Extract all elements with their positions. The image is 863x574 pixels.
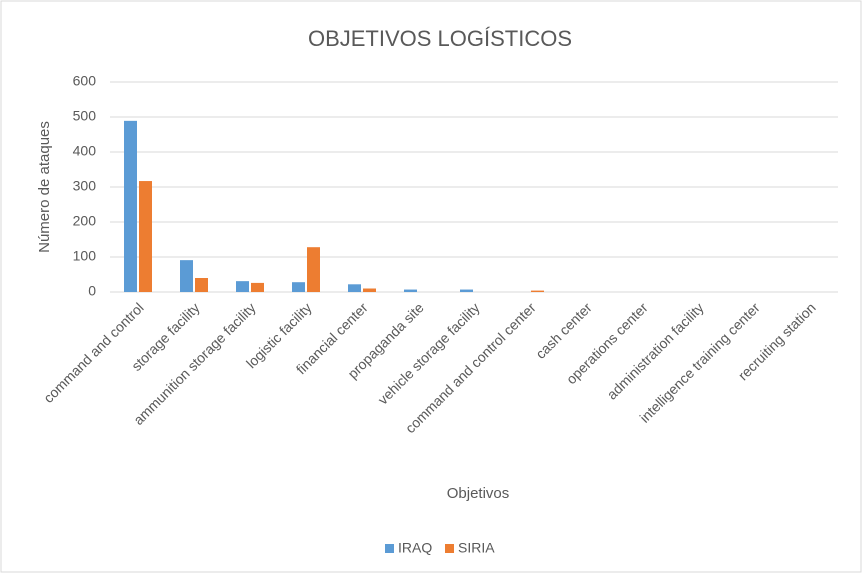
bar bbox=[404, 289, 417, 292]
bar bbox=[251, 282, 264, 292]
bar bbox=[292, 282, 305, 292]
bar bbox=[307, 247, 320, 292]
bar bbox=[531, 290, 544, 292]
y-tick-label: 0 bbox=[88, 283, 96, 299]
y-tick-label: 300 bbox=[73, 178, 97, 194]
legend-swatch bbox=[445, 544, 454, 553]
y-axis-title: Número de ataques bbox=[36, 121, 53, 253]
bar bbox=[348, 284, 361, 292]
bar bbox=[195, 278, 208, 292]
legend-swatch bbox=[385, 544, 394, 553]
chart-title: OBJETIVOS LOGÍSTICOS bbox=[308, 26, 572, 51]
x-axis-title: Objetivos bbox=[447, 485, 510, 502]
legend-label: SIRIA bbox=[458, 540, 495, 556]
y-tick-label: 600 bbox=[73, 73, 97, 89]
bar bbox=[460, 289, 473, 292]
legend-label: IRAQ bbox=[398, 540, 432, 556]
y-tick-label: 200 bbox=[73, 213, 97, 229]
bar bbox=[124, 120, 137, 292]
y-tick-label: 100 bbox=[73, 248, 97, 264]
bar bbox=[180, 260, 193, 292]
y-tick-label: 400 bbox=[73, 143, 97, 159]
bar bbox=[363, 288, 376, 292]
bar bbox=[236, 281, 249, 292]
bar bbox=[139, 181, 152, 292]
y-tick-label: 500 bbox=[73, 108, 97, 124]
